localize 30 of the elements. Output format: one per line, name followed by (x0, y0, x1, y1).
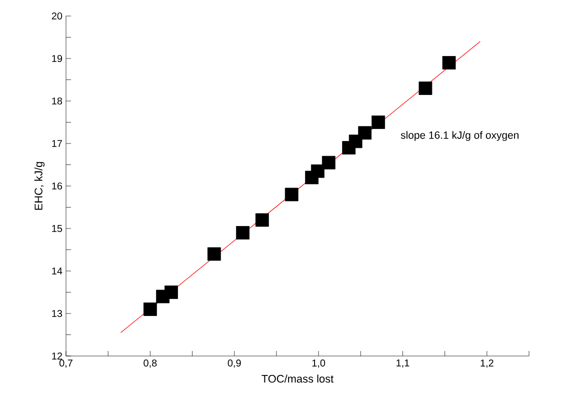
point (236, 226, 250, 240)
x-tick-label: 0,9 (228, 360, 241, 368)
point (358, 126, 372, 140)
x-tick-label: 1,2 (480, 360, 494, 368)
y-tick-label: 15 (52, 225, 62, 232)
point (143, 302, 157, 316)
y-tick-label: 16 (52, 182, 62, 190)
y-tick-label: 20 (52, 12, 62, 20)
point (255, 213, 269, 227)
point (372, 116, 386, 129)
y-tick-label: 19 (52, 54, 62, 62)
point (442, 56, 456, 70)
y-tick-label: 12 (52, 352, 62, 360)
point (284, 188, 298, 202)
y-tick-label: 18 (52, 97, 62, 105)
y-tick-label: 13 (52, 310, 62, 318)
x-tick-label: 0,7 (59, 360, 72, 368)
point (164, 286, 178, 299)
point (418, 82, 432, 95)
annotation: slope 16.1 kJ/g of oxygen (400, 131, 519, 141)
point (322, 156, 336, 170)
point (311, 164, 324, 178)
x-tick-label: 0,8 (144, 360, 157, 368)
x-tick-label: 1,0 (312, 360, 326, 368)
x-tick-label: 1,1 (396, 360, 410, 368)
point (207, 247, 221, 261)
y-axis-title: EHC, kJ/g (34, 162, 45, 210)
x-axis-title: TOC/mass lost (262, 374, 334, 383)
y-tick-label: 17 (52, 140, 62, 147)
y-tick-label: 14 (52, 268, 62, 274)
